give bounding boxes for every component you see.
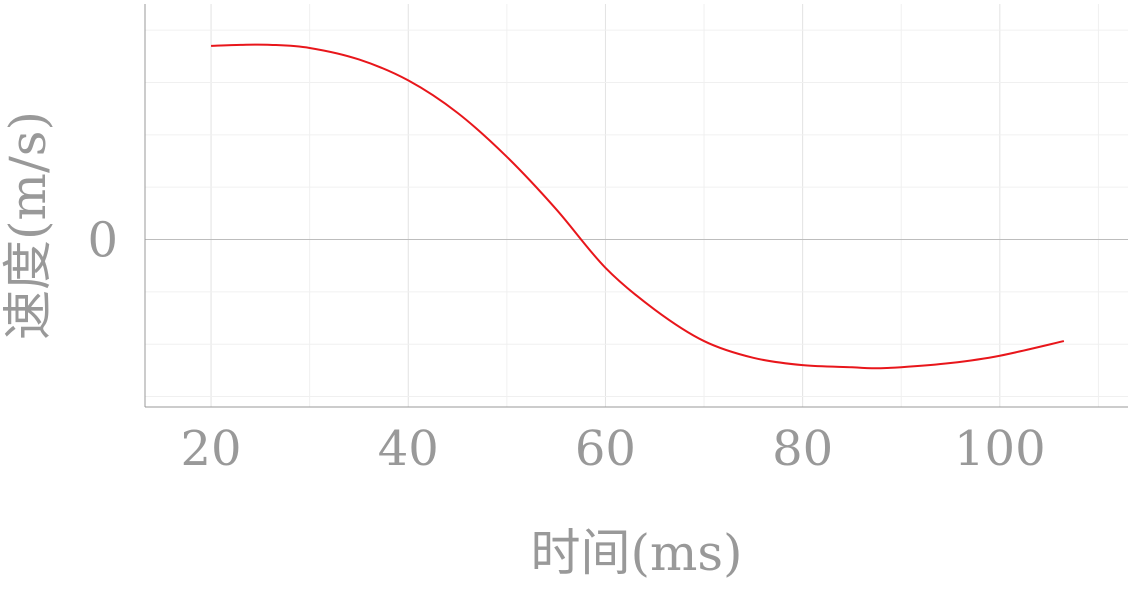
x-tick-label: 60: [575, 421, 636, 477]
x-tick-label: 20: [181, 421, 242, 477]
x-tick-label: 80: [772, 421, 833, 477]
y-axis-title: 速度(m/s): [0, 111, 57, 340]
tick-labels: 20 40 60 80 100 0: [87, 213, 1045, 477]
x-axis-title: 时间(ms): [530, 524, 742, 582]
y-tick-label: 0: [87, 213, 118, 269]
series-group: [211, 43, 1065, 370]
x-tick-label: 40: [378, 421, 439, 477]
series-line: [211, 43, 1065, 370]
grid: [145, 4, 1128, 407]
x-tick-label: 100: [954, 421, 1046, 477]
